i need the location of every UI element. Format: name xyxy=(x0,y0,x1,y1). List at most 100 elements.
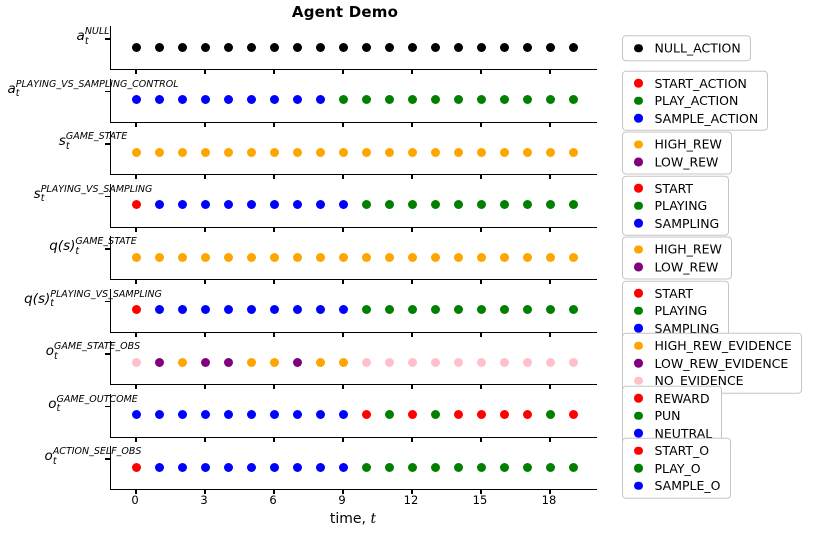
y-axis-label: a NULL t xyxy=(77,26,110,46)
plot-axis xyxy=(104,446,597,494)
data-point xyxy=(131,462,141,472)
data-point xyxy=(522,357,532,367)
legend-entry: PLAYING xyxy=(623,302,719,320)
x-tick xyxy=(480,175,482,179)
y-axis-label-scripts: GAME_STATE t xyxy=(66,132,127,151)
data-point xyxy=(154,200,164,209)
y-axis-label-subscript: t xyxy=(75,245,80,257)
y-axis-label-scripts: PLAYING_VS_SAMPLING t xyxy=(50,289,162,309)
data-point xyxy=(246,252,256,262)
legend-entry: PLAY_ACTION xyxy=(623,92,758,110)
data-point xyxy=(338,252,348,262)
data-point xyxy=(545,410,555,419)
data-point xyxy=(246,147,256,157)
y-tick xyxy=(104,248,110,250)
data-point xyxy=(545,462,555,472)
legend-box: START_ACTION PLAY_ACTION SAMPLE_ACTION xyxy=(622,70,769,131)
data-point xyxy=(292,357,302,367)
data-point xyxy=(223,147,233,157)
data-point xyxy=(246,305,256,314)
data-point xyxy=(292,95,302,104)
data-point xyxy=(177,147,187,157)
legend-box: HIGH_REW LOW_REW xyxy=(622,131,732,175)
legend-label: LOW_REW xyxy=(654,259,719,275)
data-point xyxy=(361,147,371,157)
x-tick xyxy=(204,437,206,442)
data-point xyxy=(384,147,394,157)
data-point xyxy=(568,410,578,419)
legend-marker-icon xyxy=(634,428,643,438)
plot-axis xyxy=(104,288,597,337)
y-axis-label-superscript: ACTION_SELF_OBS xyxy=(52,446,142,457)
y-axis-label-scripts: PLAYING_VS_SAMPLING t xyxy=(40,184,153,204)
data-point xyxy=(246,410,256,419)
x-tick xyxy=(480,70,482,74)
y-tick xyxy=(104,300,110,302)
data-point xyxy=(223,410,233,419)
x-tick xyxy=(273,280,275,284)
x-tick xyxy=(204,280,206,284)
data-point xyxy=(430,147,440,157)
data-point xyxy=(131,357,141,367)
data-point xyxy=(315,462,325,472)
legend-label: SAMPLE_ACTION xyxy=(654,110,759,126)
data-point xyxy=(269,42,279,52)
data-point xyxy=(292,252,302,262)
legend-label: HIGH_REW xyxy=(654,136,722,152)
data-point xyxy=(338,357,348,367)
legend-marker-icon xyxy=(634,183,643,193)
data-point xyxy=(499,357,509,367)
data-point xyxy=(292,462,302,472)
data-point xyxy=(315,357,325,367)
y-axis-label-subscript: t xyxy=(40,193,45,204)
x-tick xyxy=(273,175,275,179)
x-tick xyxy=(135,437,137,442)
data-point xyxy=(361,200,371,209)
legend-entry: SAMPLING xyxy=(623,214,719,232)
data-point xyxy=(177,200,187,209)
x-tick xyxy=(273,437,275,442)
y-axis-label-base: o xyxy=(44,448,53,464)
legend-marker-icon xyxy=(634,96,643,105)
x-tick xyxy=(204,385,206,389)
legend-entry: LOW_REW_EVIDENCE xyxy=(623,354,792,372)
legend-marker-icon xyxy=(634,393,643,403)
x-tick xyxy=(135,490,137,494)
y-axis-label-subscript: t xyxy=(15,88,20,99)
data-point xyxy=(384,95,394,104)
x-tick xyxy=(273,70,275,74)
data-point xyxy=(522,252,532,262)
data-point xyxy=(407,147,417,157)
y-axis-label-scripts: GAME_STATE_OBS t xyxy=(54,342,140,361)
data-point xyxy=(200,147,210,157)
data-point xyxy=(154,410,164,419)
legend-label: HIGH_REW xyxy=(654,241,722,257)
legend-marker-icon xyxy=(634,481,643,490)
data-point xyxy=(384,252,394,262)
data-point xyxy=(200,200,210,209)
plot-axis xyxy=(104,131,597,179)
x-tick xyxy=(342,227,344,232)
data-point xyxy=(200,305,210,314)
data-point xyxy=(131,200,141,209)
legend-marker-icon xyxy=(634,376,643,385)
legend-box: HIGH_REW LOW_REW xyxy=(622,236,732,280)
y-axis-label-base: a xyxy=(7,80,16,97)
legend-marker-icon xyxy=(634,218,643,228)
data-point xyxy=(338,200,348,209)
plot-axis xyxy=(104,393,597,442)
data-point xyxy=(315,147,325,157)
x-tick xyxy=(411,437,413,442)
plot-axis xyxy=(104,26,597,74)
data-point xyxy=(522,42,532,52)
y-axis-label: q(s) PLAYING_VS_SAMPLING t xyxy=(24,289,162,309)
legend-label: HIGH_REW_EVIDENCE xyxy=(654,338,792,353)
data-point xyxy=(131,305,141,314)
data-point xyxy=(453,95,463,104)
y-axis-label-superscript: NULL xyxy=(84,26,110,37)
data-point xyxy=(131,410,141,419)
data-point xyxy=(154,305,164,314)
data-point xyxy=(545,357,555,367)
data-point xyxy=(200,252,210,262)
data-point xyxy=(338,42,348,52)
